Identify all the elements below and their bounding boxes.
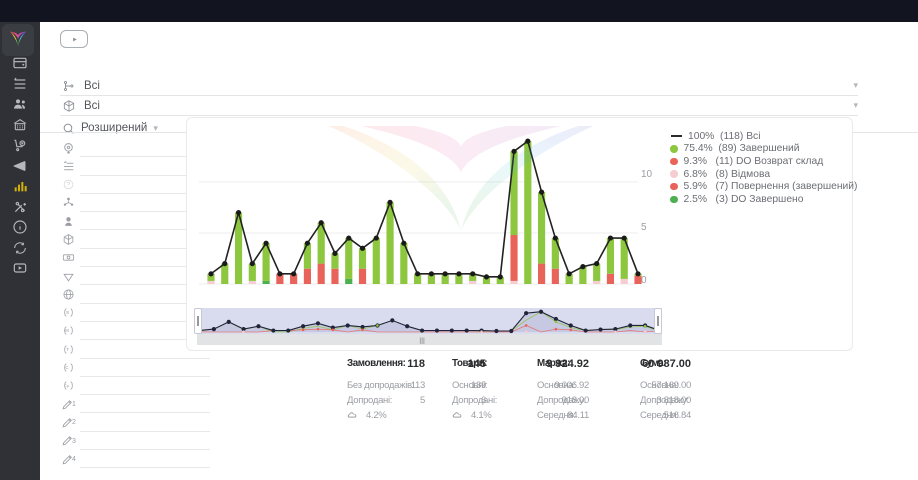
svg-text:T: T [66, 347, 69, 353]
svg-text:S: S [65, 310, 69, 316]
svg-text:M: M [65, 329, 69, 334]
